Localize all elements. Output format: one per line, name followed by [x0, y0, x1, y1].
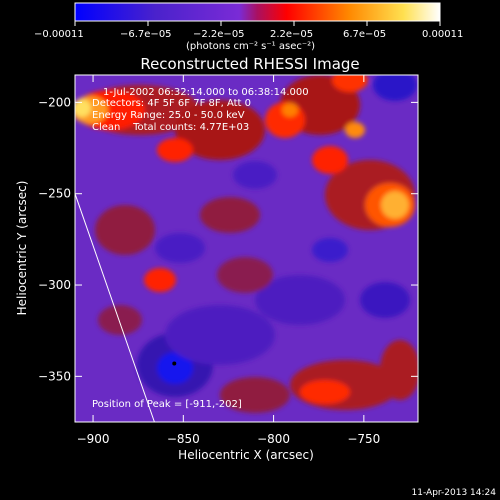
colorbar-tick-label-0: −0.00011 — [34, 29, 84, 40]
annotation-energy: Energy Range: 25.0 - 50.0 keV — [92, 110, 245, 121]
colorbar-tick-label-1: −6.7e−05 — [120, 29, 172, 40]
plot-frame — [74, 74, 419, 423]
colorbar-ticks — [74, 21, 441, 26]
colorbar — [74, 2, 441, 22]
annotation-counts: Clean Total counts: 4.77E+03 — [92, 122, 249, 133]
peak-position-label: Position of Peak = [-911,-202] — [92, 399, 242, 410]
chart-title: Reconstructed RHESSI Image — [140, 55, 359, 73]
colorbar-tick-label-3: 2.2e−05 — [270, 29, 313, 40]
x-axis: −900 −850 −800 −750 — [77, 75, 380, 446]
x-axis-label: Heliocentric X (arcsec) — [178, 448, 314, 462]
colorbar-tick-label-4: 6.7e−05 — [343, 29, 386, 40]
x-tick-label: −750 — [347, 432, 380, 446]
x-tick-label: −800 — [257, 432, 290, 446]
peak-marker — [172, 361, 177, 366]
annotation-time: 1-Jul-2002 06:32:14.000 to 06:38:14.000 — [103, 87, 309, 98]
heatmap-image — [75, 75, 418, 422]
y-axis: −200 −250 −300 −350 — [38, 95, 418, 383]
limb-line — [74, 193, 155, 423]
annotation-detectors: Detectors: 4F 5F 6F 7F 8F, Att 0 — [92, 98, 251, 109]
colorbar-tick-label-5: 0.00011 — [422, 29, 463, 40]
y-tick-label: −350 — [38, 369, 71, 383]
x-tick-label: −900 — [77, 432, 110, 446]
colorbar-tick-label-2: −2.2e−05 — [193, 29, 245, 40]
colorbar-units-label: (photons cm⁻² s⁻¹ asec⁻²) — [186, 41, 315, 52]
footer-date: 11-Apr-2013 14:24 — [412, 488, 497, 498]
y-tick-label: −200 — [38, 95, 71, 109]
y-tick-label: −300 — [38, 278, 71, 292]
x-tick-label: −850 — [167, 432, 200, 446]
y-tick-label: −250 — [38, 187, 71, 201]
y-axis-label: Heliocentric Y (arcsec) — [15, 181, 29, 316]
